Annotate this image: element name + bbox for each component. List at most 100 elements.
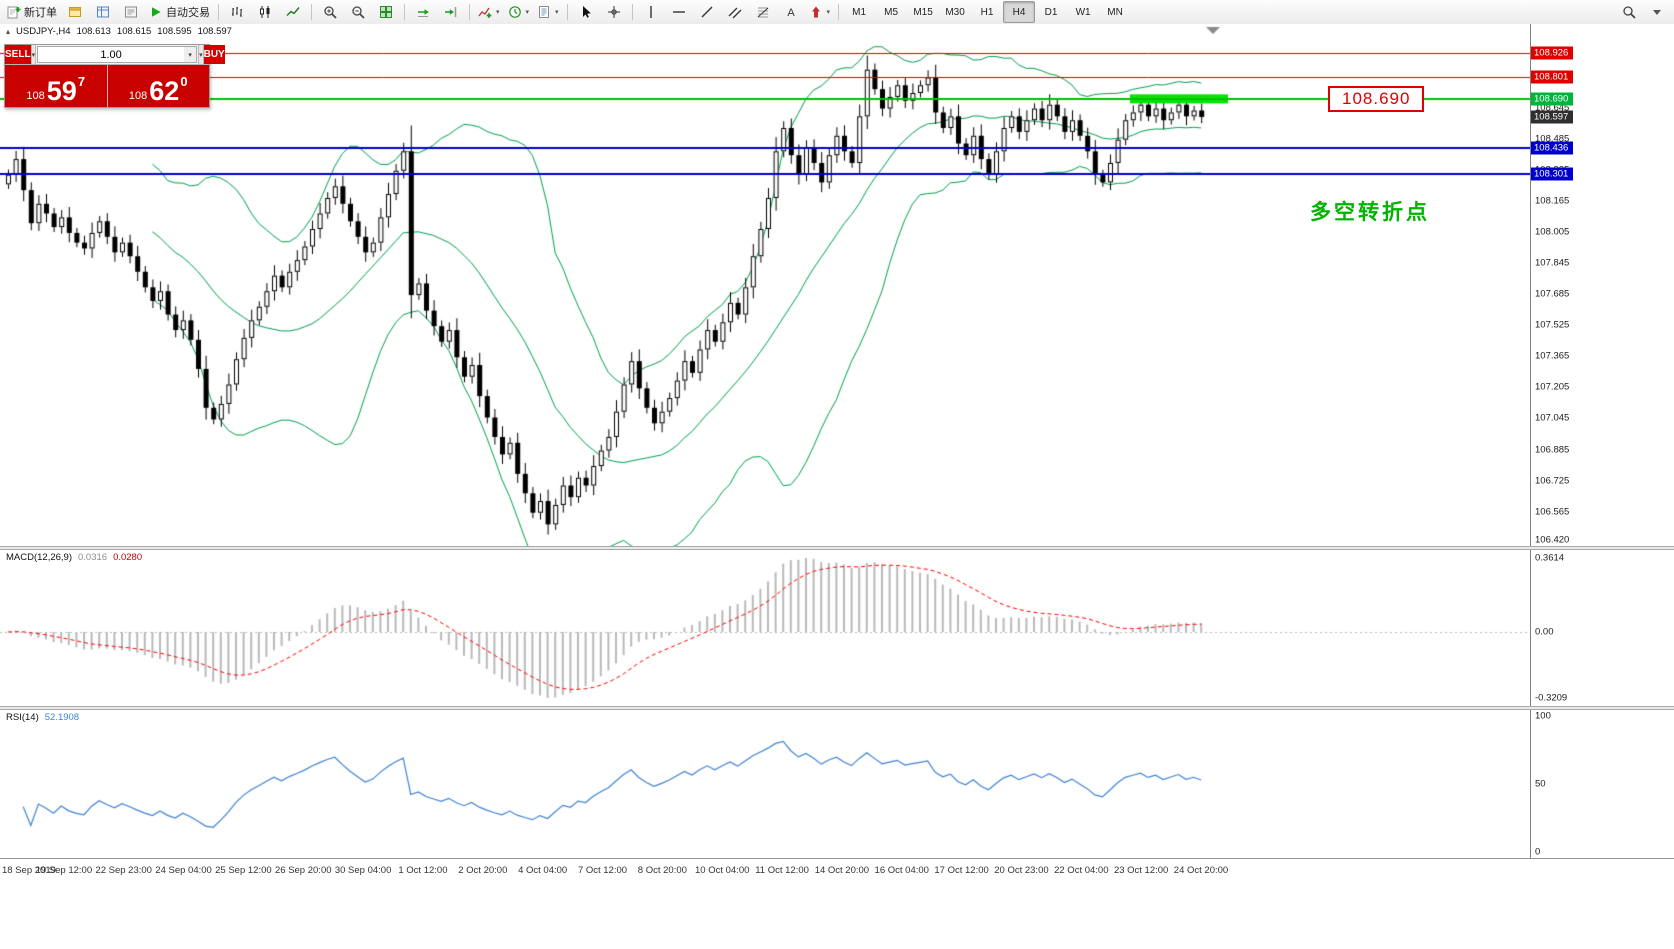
dropdown-caret-icon[interactable]: ▾ (555, 9, 559, 16)
rsi-axis[interactable]: 100 50 0 (1530, 710, 1674, 858)
rsi-axis-tick: 50 (1535, 778, 1546, 790)
price-axis-tick: 108.165 (1535, 195, 1570, 207)
bar-chart-button[interactable] (223, 1, 251, 23)
zoom-out-button[interactable] (344, 1, 372, 23)
timeframe-h1-button[interactable]: H1 (971, 1, 1003, 23)
sell-button[interactable]: SELL (5, 45, 31, 64)
periods-button[interactable]: ▾ (504, 1, 534, 23)
price-axis-tick: 108.645 (1535, 102, 1570, 114)
window-icon (68, 5, 82, 19)
line-chart-button[interactable] (279, 1, 307, 23)
timeframe-m1-button[interactable]: M1 (843, 1, 875, 23)
lot-size-input[interactable] (38, 47, 185, 62)
price-divider (106, 65, 108, 107)
time-axis-label: 2 Oct 20:00 (458, 865, 508, 876)
templates-button[interactable]: ▾ (533, 1, 563, 23)
timeframe-m15-button-label: M15 (913, 6, 933, 18)
rsi-axis-tick: 100 (1535, 710, 1551, 722)
high-value: 108.615 (116, 26, 152, 37)
text-icon: A (784, 5, 798, 19)
timeframe-d1-button[interactable]: D1 (1035, 1, 1067, 23)
data-window-button[interactable] (117, 1, 145, 23)
price-axis[interactable]: 108.805108.645108.485108.325108.165108.0… (1530, 24, 1674, 546)
buy-price-sup: 0 (180, 74, 188, 89)
price-marker: 108.301 (1531, 167, 1574, 181)
fibonacci-button[interactable] (749, 1, 777, 23)
price-marker: 108.597 (1531, 110, 1574, 124)
price-marker: 108.690 (1531, 92, 1574, 106)
dropdown-caret-icon[interactable]: ▾ (525, 9, 530, 16)
vertical-line-icon (644, 5, 658, 19)
symbol-info: ▴ USDJPY-,H4 108.613 108.615 108.595 108.597 (6, 26, 238, 37)
channel-button[interactable] (721, 1, 749, 23)
zoom-in-button[interactable] (316, 1, 344, 23)
price-panel: ▴ USDJPY-,H4 108.613 108.615 108.595 108.597 … (0, 24, 1674, 546)
vertical-line-button[interactable] (637, 1, 665, 23)
toolbar-separator (469, 4, 470, 20)
price-axis-tick: 107.365 (1535, 350, 1570, 362)
time-axis-label: 25 Sep 12:00 (215, 865, 272, 876)
price-axis-tick: 106.725 (1535, 475, 1570, 487)
search-button[interactable] (1615, 1, 1643, 23)
macd-axis-tick: 0.00 (1535, 626, 1554, 638)
panel-splitter[interactable] (0, 546, 1674, 550)
macd-title: MACD(12,26,9) (6, 552, 72, 563)
time-axis[interactable]: 18 Sep 2019 19 Sep 12:00 22 Sep 23:00 24 Se… (0, 858, 1674, 885)
buy-price-button[interactable]: 108 62 0 (107, 65, 209, 107)
buy-options-caret[interactable]: ▾ (198, 45, 204, 64)
price-chart-canvas[interactable] (0, 24, 1530, 546)
pivot-note-annotation: 多空转折点 (1310, 201, 1430, 224)
panel-splitter[interactable] (0, 706, 1674, 710)
channel-icon (728, 5, 742, 19)
bottom-margin (0, 884, 1674, 949)
time-axis-label: 22 Oct 04:00 (1054, 865, 1109, 876)
buy-button[interactable]: BUY (203, 45, 225, 64)
new-order-button[interactable]: 新订单 (3, 1, 61, 23)
toolbar-separator (838, 4, 840, 20)
time-axis-label: 24 Sep 04:00 (155, 865, 212, 876)
buy-price-prefix: 108 (128, 90, 148, 102)
toolbar-more-button[interactable] (1643, 1, 1671, 23)
chart-window-button[interactable] (61, 1, 89, 23)
time-axis-label: 24 Oct 20:00 (1173, 865, 1229, 876)
timeframe-m30-button-label: M30 (945, 6, 965, 18)
time-axis-label: 26 Sep 20:00 (274, 865, 332, 876)
open-value: 108.613 (76, 26, 111, 37)
sell-price-button[interactable]: 108 59 7 (5, 65, 107, 107)
macd-chart-canvas[interactable] (0, 550, 1530, 706)
time-axis-label: 16 Oct 04:00 (874, 865, 929, 876)
tile-windows-button[interactable] (372, 1, 400, 23)
indicators-button[interactable]: ▾ (474, 1, 504, 23)
macd-main-value: 0.0316 (78, 552, 108, 563)
timeframe-m5-button[interactable]: M5 (875, 1, 907, 23)
price-axis-tick: 108.485 (1535, 133, 1570, 145)
macd-axis[interactable]: 0.3614 0.00 -0.3209 (1530, 550, 1674, 706)
low-value: 108.595 (157, 26, 192, 37)
timeframe-m15-button[interactable]: M15 (907, 1, 939, 23)
dropdown-caret-icon[interactable]: ▾ (826, 9, 831, 16)
timeframe-w1-button[interactable]: W1 (1067, 1, 1099, 23)
auto-scroll-button[interactable] (409, 1, 437, 23)
timeframe-h4-button[interactable]: H4 (1003, 1, 1036, 23)
text-button[interactable]: A (777, 1, 805, 23)
trendline-button[interactable] (693, 1, 721, 23)
sell-options-caret[interactable]: ▾ (30, 45, 37, 64)
timeframe-mn-button[interactable]: MN (1099, 1, 1131, 23)
macd-axis-tick: 0.3614 (1535, 552, 1565, 564)
autotrading-button[interactable]: 自动交易 (145, 1, 214, 23)
crosshair-button[interactable] (600, 1, 628, 23)
new-order-button-label: 新订单 (24, 7, 57, 19)
horizontal-line-button[interactable] (665, 1, 693, 23)
close-value: 108.597 (197, 26, 232, 37)
rsi-chart-canvas[interactable] (0, 710, 1530, 858)
arrows-button[interactable]: ▾ (805, 1, 835, 23)
lot-size-caret[interactable]: ▾ (184, 47, 197, 62)
timeframe-m30-button[interactable]: M30 (939, 1, 971, 23)
chart-shift-button[interactable] (437, 1, 465, 23)
cursor-button[interactable] (572, 1, 600, 23)
toolbar-separator (311, 4, 312, 20)
symbol-period-label: USDJPY-,H4 (16, 26, 71, 37)
dropdown-caret-icon[interactable]: ▾ (496, 9, 500, 16)
candlestick-button[interactable] (251, 1, 279, 23)
market-watch-button[interactable] (89, 1, 117, 23)
